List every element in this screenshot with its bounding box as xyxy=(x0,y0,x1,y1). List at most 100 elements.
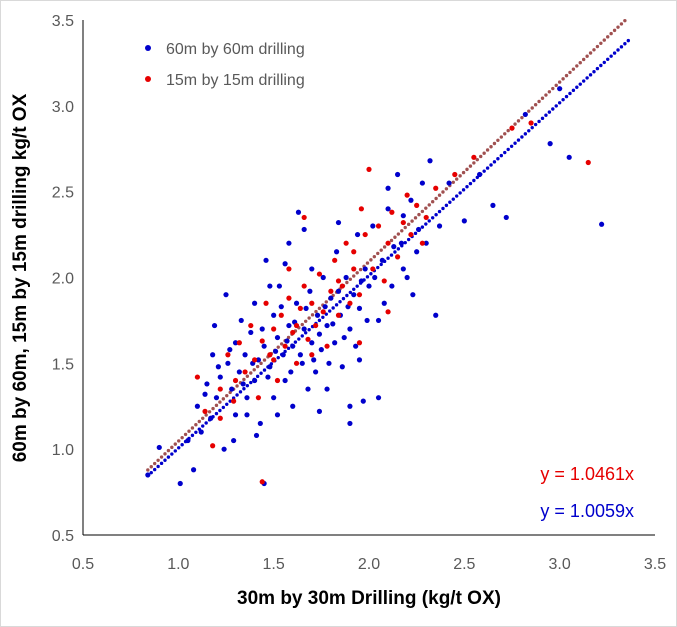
data-point xyxy=(274,334,281,341)
data-point xyxy=(240,381,246,387)
trendline-dot xyxy=(619,22,624,26)
trendline-dot xyxy=(348,277,353,281)
x-axis-title: 30m by 30m Drilling (kg/t OX) xyxy=(237,588,501,609)
data-point xyxy=(503,214,509,221)
trendline-dot xyxy=(303,319,308,323)
data-point xyxy=(356,292,363,298)
trendline-dot xyxy=(595,66,600,71)
data-point xyxy=(288,369,294,375)
trendline-dot xyxy=(293,340,298,344)
data-point xyxy=(335,312,342,318)
trendline-dot xyxy=(259,371,263,375)
trendline-dot xyxy=(585,76,589,80)
data-point xyxy=(309,300,315,306)
trendline-dot xyxy=(369,258,373,262)
data-point xyxy=(265,374,271,380)
data-point xyxy=(232,412,239,418)
trendline-dot xyxy=(441,190,445,194)
trendline-dot xyxy=(427,219,431,223)
trendline-dot xyxy=(533,122,538,127)
trendline-dot xyxy=(406,237,411,242)
trendline-dot xyxy=(396,247,401,251)
data-point xyxy=(339,283,345,289)
trendline-dot xyxy=(513,141,517,145)
data-point xyxy=(547,141,553,147)
trendline-dot xyxy=(159,461,164,466)
data-point xyxy=(225,360,231,366)
trendline-dot xyxy=(204,413,208,417)
trendline-dot xyxy=(547,110,552,114)
trendline-dot xyxy=(190,426,195,430)
trendline-dot xyxy=(513,122,517,126)
trendline-dot xyxy=(221,405,226,410)
trendline-dot xyxy=(506,128,510,133)
data-point xyxy=(223,292,229,298)
trendline-dot xyxy=(166,455,171,459)
trendline-dot xyxy=(249,380,253,385)
trendline-dot xyxy=(242,377,246,382)
data-point xyxy=(271,357,277,363)
trendline-dot xyxy=(461,188,466,192)
data-point xyxy=(395,171,401,178)
trendline-dot xyxy=(413,231,418,236)
trendline-dot xyxy=(259,361,263,366)
trendline-dot xyxy=(616,25,620,29)
data-point xyxy=(286,240,292,246)
trendline-dot xyxy=(276,345,280,349)
trendline-dot xyxy=(146,468,150,472)
trendline-dot xyxy=(465,167,469,172)
data-point xyxy=(177,480,183,487)
data-point xyxy=(557,86,563,92)
trendline-dot xyxy=(393,235,397,239)
data-point xyxy=(215,364,221,370)
data-point xyxy=(509,125,515,131)
data-point xyxy=(375,395,382,401)
trendline-dot xyxy=(441,206,445,211)
x-tick-label: 2.0 xyxy=(358,556,380,573)
x-tick-label: 0.5 xyxy=(72,556,94,573)
legend-label-60m: 60m by 60m drilling xyxy=(166,41,305,58)
trendline-dot xyxy=(159,455,164,459)
data-point xyxy=(522,111,528,118)
data-point xyxy=(381,278,387,284)
trendline-dot xyxy=(516,119,521,123)
trendline-dot xyxy=(406,222,411,227)
trendline xyxy=(146,38,631,478)
trendline-dot xyxy=(218,400,222,404)
data-point xyxy=(362,266,368,272)
trendline-dot xyxy=(482,151,486,155)
data-point xyxy=(423,214,429,221)
trendline-dot xyxy=(612,28,617,33)
trendline-dot xyxy=(180,435,184,440)
trendline-dot xyxy=(262,368,267,372)
data-point xyxy=(217,415,223,421)
trendline-dot xyxy=(557,80,562,84)
trendline-dot xyxy=(225,393,229,398)
trendline-dot xyxy=(619,45,624,49)
data-point xyxy=(370,266,376,272)
data-point xyxy=(414,202,420,208)
data-point xyxy=(320,309,326,315)
x-tick-label: 2.5 xyxy=(453,556,475,573)
data-point xyxy=(311,357,317,363)
trendline-dot xyxy=(554,104,558,108)
data-point xyxy=(528,120,534,126)
y-tick-label: 3.5 xyxy=(52,13,74,30)
trendline-dot xyxy=(588,73,593,77)
trendline-dot xyxy=(177,446,181,450)
trendline-dot xyxy=(352,287,356,291)
data-point xyxy=(282,377,288,384)
trendline-dot xyxy=(571,67,576,71)
data-point xyxy=(295,209,302,215)
trendline-dot xyxy=(221,397,226,401)
data-point xyxy=(284,338,290,344)
trendline-dot xyxy=(595,44,600,49)
trendline-dot xyxy=(571,88,576,93)
data-point xyxy=(351,266,357,272)
data-point xyxy=(211,322,218,329)
data-point xyxy=(490,202,496,208)
trendline-dot xyxy=(551,107,555,111)
trendline-dot xyxy=(410,219,414,223)
data-point xyxy=(303,305,309,311)
trendline-dot xyxy=(152,461,157,466)
